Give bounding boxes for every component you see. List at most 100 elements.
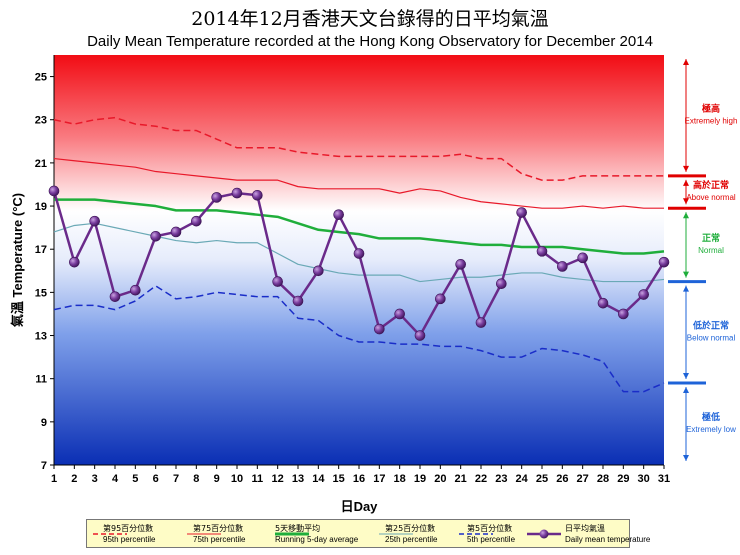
category-arrow-below_normal-head [683,285,689,292]
y-tick-label: 25 [35,72,47,84]
daily-mean-point [435,293,446,305]
x-tick-label: 16 [353,473,365,485]
daily-mean-point [597,297,609,309]
series-line-running [54,198,665,255]
x-tick-label: 13 [292,473,304,485]
x-tick-label: 4 [112,473,119,485]
daily-mean-point [211,192,222,203]
category-arrow-extremely_high-head [683,165,689,172]
x-tick-label: 25 [536,473,548,485]
daily-mean-point [374,323,385,335]
y-tick-label: 21 [35,158,47,170]
category-label-above_normal-en: Above normal [686,193,736,202]
legend-swatch-running [275,532,309,536]
daily-mean-point [252,189,263,201]
x-tick-label: 3 [92,473,98,485]
daily-mean-point [333,209,344,220]
daily-mean-point [618,308,629,320]
daily-mean-point [109,291,121,302]
x-tick-label: 27 [577,473,589,485]
daily-mean-point [313,265,324,277]
category-label-extremely_low-en: Extremely low [686,425,736,434]
legend-swatch-p25 [379,533,413,535]
legend-label-en: 25th percentile [385,535,438,544]
daily-mean-point [394,308,405,320]
category-arrow-normal-head [683,212,689,219]
daily-mean-point [272,276,283,287]
x-tick-label: 23 [495,473,507,485]
category-label-extremely_low-zh: 極低 [701,411,720,423]
category-arrow-extremely_low-head [683,387,689,393]
legend: 第95百分位數 95th percentile 第75百分位數 75th per… [86,519,650,548]
x-tick-label: 24 [516,473,529,485]
y-tick-label: 23 [35,115,47,127]
chart-title-chinese: 2014年12月香港天文台錄得的日平均氣溫 [191,8,549,30]
category-arrow-above_normal-head [683,198,689,205]
x-tick-label: 26 [556,473,568,485]
legend-label-zh: 第5百分位數 [467,524,513,533]
x-tick-label: 11 [252,473,264,485]
y-tick-label: 19 [35,201,47,213]
legend-label-en: Daily mean temperature [565,535,651,544]
x-tick-label: 29 [617,473,629,485]
daily-mean-point [191,215,202,227]
x-tick-label: 9 [214,473,220,485]
legend-label-zh: 第95百分位數 [103,524,154,533]
y-tick-label: 11 [35,374,47,386]
x-tick-label: 22 [475,473,487,485]
daily-mean-point [48,185,60,197]
plot-background [54,55,664,465]
x-tick-label: 1 [51,473,57,485]
daily-mean-point [557,261,568,272]
series-line-p5 [53,285,665,393]
daily-mean-point [150,230,161,242]
legend-label-zh: 日平均氣溫 [565,524,605,533]
daily-mean-point [231,187,243,199]
legend-label-en: 95th percentile [103,535,156,544]
legend-swatch-p75 [187,533,221,535]
daily-mean-point [170,226,182,238]
x-tick-label: 28 [597,473,609,485]
category-arrow-normal-head [683,271,689,278]
daily-mean-point [414,330,426,341]
daily-mean-point [292,295,304,307]
x-tick-label: 2 [71,473,77,485]
y-tick-label: 9 [41,417,47,429]
x-axis-title: 日Day [341,499,379,514]
category-label-above_normal-zh: 高於正常 [693,179,729,191]
y-tick-label: 17 [35,244,47,256]
series-line-p75 [53,157,664,209]
daily-mean-point [496,278,507,290]
daily-mean-point [516,207,527,218]
daily-mean-point [89,215,100,227]
y-tick-label: 15 [35,287,47,299]
legend-label-zh: 5天移動平均 [275,524,321,533]
category-arrow-extremely_low-head [683,455,689,461]
category-arrow-above_normal-head [683,179,689,186]
legend-label-zh: 第25百分位數 [385,524,436,533]
x-tick-label: 14 [312,473,325,485]
legend-label-en: 75th percentile [193,535,246,544]
legend-label-en: 5th percentile [467,535,516,544]
x-tick-label: 20 [434,473,446,485]
legend-label-zh: 第75百分位數 [193,524,244,533]
daily-mean-point [577,252,588,264]
y-tick-label: 13 [35,331,47,343]
legend-swatch-daily [527,529,561,539]
x-tick-label: 5 [132,473,138,485]
category-label-normal-en: Normal [698,246,724,255]
x-tick-label: 6 [153,473,159,485]
daily-mean-point [455,259,466,270]
x-tick-label: 7 [173,473,179,485]
category-label-normal-zh: 正常 [702,232,720,244]
x-tick-label: 8 [193,473,199,485]
daily-mean-point [658,256,670,268]
category-label-below_normal-en: Below normal [687,333,736,342]
series-line-p95 [53,116,664,181]
daily-mean-point [353,248,365,259]
y-axis-title: 氣溫 Temperature (°C) [10,193,25,327]
x-tick-label: 12 [272,473,284,485]
x-tick-label: 30 [638,473,650,485]
legend-label-en: Running 5-day average [275,535,359,544]
